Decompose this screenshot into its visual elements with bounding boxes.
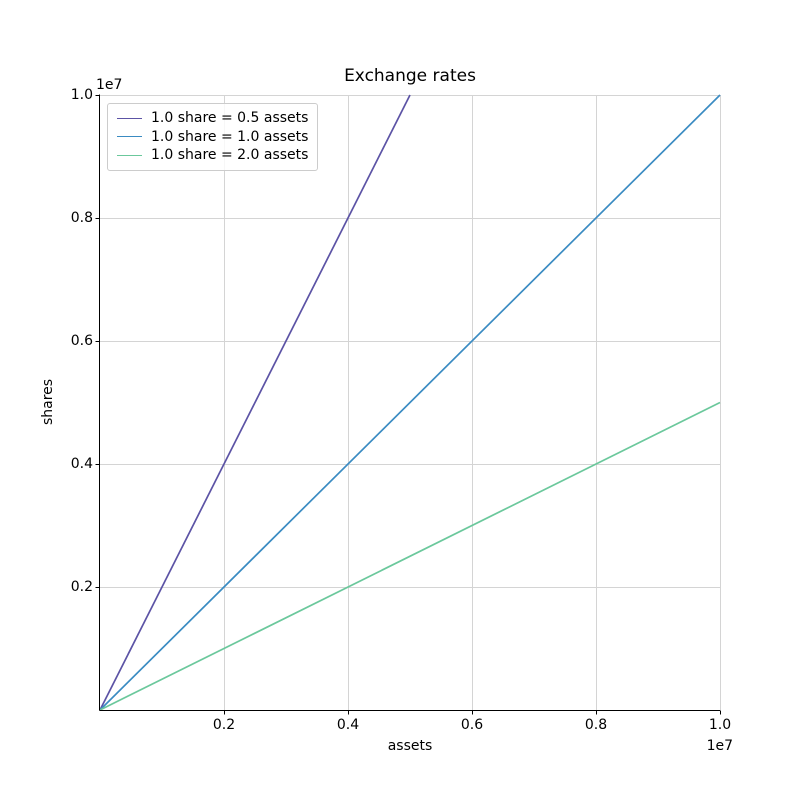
legend-row: 1.0 share = 0.5 assets — [117, 109, 308, 128]
x-tick-label: 0.4 — [336, 717, 360, 733]
x-tick-label: 0.2 — [212, 717, 236, 733]
x-tick-label: 0.6 — [460, 717, 484, 733]
y-tick-label: 0.2 — [70, 579, 93, 595]
y-tick-label: 0.6 — [70, 333, 93, 349]
chart-title: Exchange rates — [344, 66, 476, 86]
legend-label: 1.0 share = 0.5 assets — [151, 110, 309, 127]
legend-label: 1.0 share = 2.0 assets — [151, 147, 309, 164]
x-tick-label: 0.8 — [584, 717, 608, 733]
y-tick-label: 0.8 — [70, 210, 93, 226]
series-line — [99, 401, 721, 711]
x-tick-label: 1.0 — [708, 717, 732, 733]
legend-line-swatch — [117, 154, 142, 156]
legend-line-swatch — [117, 117, 142, 119]
x-axis-offset-text: 1e7 — [706, 738, 733, 754]
y-tick-label: 0.4 — [70, 456, 93, 472]
series-line — [99, 94, 721, 711]
legend-row: 1.0 share = 1.0 assets — [117, 128, 308, 147]
y-axis-label: shares — [40, 378, 56, 426]
legend: 1.0 share = 0.5 assets 1.0 share = 1.0 as… — [107, 103, 319, 171]
y-tick-label: 1.0 — [70, 87, 93, 103]
legend-row: 1.0 share = 2.0 assets — [117, 146, 308, 165]
y-axis-offset-text: 1e7 — [96, 77, 123, 93]
legend-label: 1.0 share = 1.0 assets — [151, 128, 309, 145]
legend-line-swatch — [117, 136, 142, 138]
series-line — [99, 94, 411, 711]
x-axis-label: assets — [387, 738, 433, 754]
